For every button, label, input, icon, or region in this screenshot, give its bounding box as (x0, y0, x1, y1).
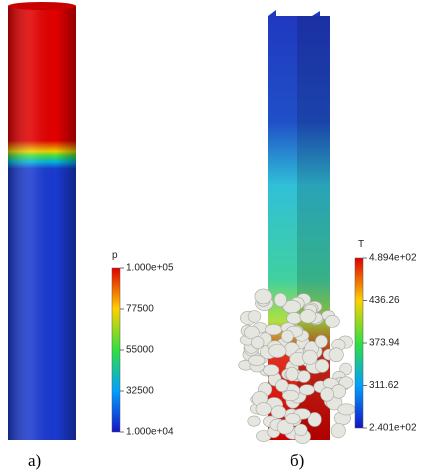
particle (263, 364, 280, 376)
particle (247, 310, 262, 323)
particle (337, 403, 356, 416)
particle (248, 354, 266, 366)
particle (299, 309, 317, 324)
colorbar-title: T (358, 239, 364, 250)
colorbar (354, 257, 364, 429)
particle (320, 387, 335, 402)
particle (282, 390, 300, 402)
particle (328, 347, 344, 363)
right-render (238, 10, 356, 444)
particle (285, 366, 299, 382)
particle (297, 370, 311, 383)
tick-label: 32500 (126, 386, 154, 397)
tick-label: 77500 (126, 304, 154, 315)
particle (254, 288, 273, 305)
particle (244, 325, 260, 340)
tick-label: 2.401e+02 (369, 423, 417, 434)
particle (247, 415, 261, 427)
tick-label: 1.000e+04 (126, 427, 174, 438)
particle (302, 349, 318, 365)
tick-label: 436.26 (369, 295, 400, 306)
colorbar (111, 267, 121, 433)
particle (330, 422, 346, 439)
particle (315, 359, 330, 373)
particle (281, 329, 294, 343)
particle (275, 379, 289, 392)
particle (307, 412, 322, 427)
particle (273, 292, 287, 308)
particle (325, 314, 340, 328)
particle (286, 312, 302, 325)
tick-label: 4.894e+02 (369, 253, 417, 264)
particle (255, 402, 272, 416)
particle (315, 334, 328, 348)
tick-label: 311.62 (369, 380, 399, 391)
colorbar-ticks: 1.000e+05 77500 55000 32500 1.000e+04 (120, 263, 174, 438)
colorbar-ticks: 4.894e+02 436.26 373.94 311.62 2.401e+02 (363, 253, 417, 434)
particle (294, 423, 308, 437)
particle (251, 336, 265, 349)
left-render (8, 2, 76, 440)
particle (268, 343, 287, 358)
tick-label: 373.94 (369, 338, 400, 349)
tick-label: 1.000e+05 (126, 263, 174, 274)
caption: а) (28, 451, 41, 470)
tick-label: 55000 (126, 345, 154, 356)
particle (299, 384, 315, 396)
particle (285, 413, 301, 425)
particle (270, 405, 287, 419)
caption: б) (290, 451, 304, 470)
colorbar-title: p (112, 250, 118, 261)
